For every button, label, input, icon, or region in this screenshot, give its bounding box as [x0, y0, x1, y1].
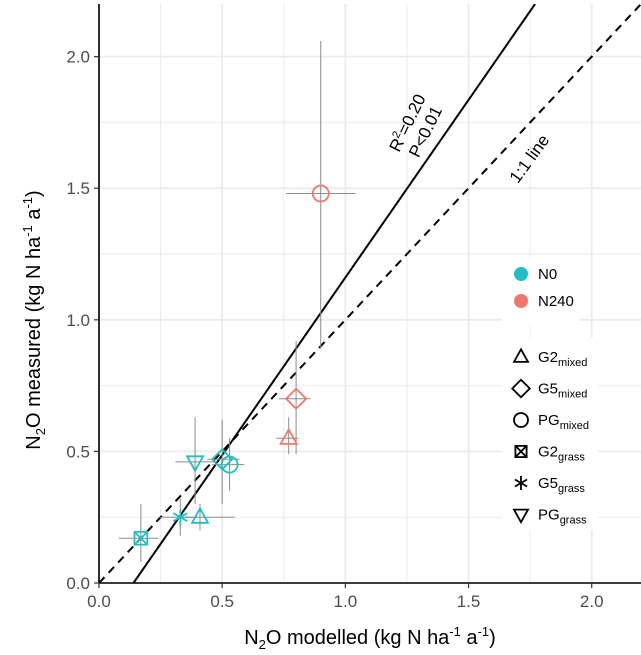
shape-legend-symbol-circle-shape	[513, 412, 529, 428]
shape-legend-label: G5grass	[538, 475, 585, 495]
shape-legend-symbol-asterisk-stroke-c	[514, 478, 528, 488]
y-axis-label: N2O measured (kg N ha-1 a-1)	[20, 190, 48, 449]
data-point-n0-triangle-up-shape	[190, 506, 210, 524]
data-point-n240-triangle-up-shape	[279, 427, 299, 445]
data-point-n0-triangle-down-shape	[185, 455, 205, 473]
shape-legend-label: G2grass	[538, 444, 585, 464]
data-point-n0-square-x-shape	[133, 530, 149, 546]
data-point-n0-asterisk	[172, 509, 188, 526]
color-legend-background	[502, 258, 580, 326]
shape-legend-symbol-triangle-down	[512, 508, 530, 525]
shape-legend-symbol-circle	[513, 412, 529, 428]
data-point-n240-circle-shape	[311, 184, 330, 203]
identity-line-label: 1:1 line	[506, 131, 554, 187]
shape-legend-label: PGgrass	[538, 507, 587, 527]
color-legend: N0 N240	[502, 258, 580, 326]
y-tick-label: 0.0	[66, 574, 90, 593]
data-point-n0-circle	[220, 455, 239, 474]
data-point-n240-triangle-up	[279, 427, 299, 445]
shape-legend-symbol-square-x-cross-b	[514, 445, 528, 458]
x-tick-label: 1.0	[334, 592, 358, 611]
data-point-n240-circle	[311, 184, 330, 203]
data-point-n0-circle-shape	[220, 455, 239, 474]
data-point-n0-square-x-cross-b	[133, 531, 148, 546]
data-point-n0-triangle-down	[185, 455, 205, 473]
x-tick-label: 0.5	[210, 592, 234, 611]
color-legend-label-n0: N0	[538, 266, 557, 283]
y-tick-label: 1.5	[66, 179, 90, 198]
shape-legend-symbol-square-x	[514, 444, 528, 458]
y-tick-label: 0.5	[66, 442, 90, 461]
tick-labels: 0.0 0.5 1.0 1.5 2.0 0.0 0.5 1.0 1.5 2.0	[66, 48, 603, 611]
shape-legend-symbol-triangle-up	[512, 347, 530, 363]
color-legend-swatch-n0	[514, 267, 528, 281]
identity-line	[99, 4, 641, 583]
regression-annotation: R2=0.20 P<0.01	[386, 91, 446, 160]
x-tick-label: 0.0	[87, 592, 111, 611]
data-point-n0-asterisk-stroke-c	[172, 512, 188, 522]
shape-legend-symbol-triangle-down-shape	[512, 508, 530, 525]
error-bars	[118, 40, 356, 562]
color-legend-swatch-n240	[514, 294, 528, 308]
shape-legend-label: G5mixed	[538, 381, 587, 401]
shape-legend-symbol-diamond-shape	[510, 378, 532, 399]
data-point-n240-diamond	[284, 387, 308, 411]
y-tick-label: 2.0	[66, 48, 90, 67]
axes	[98, 4, 641, 584]
x-axis-label: N2O modelled (kg N ha-1 a-1)	[244, 624, 496, 652]
x-tick-label: 2.0	[580, 592, 604, 611]
data-point-n0-square-x	[133, 530, 149, 546]
shape-legend-symbol-square-x-shape	[514, 444, 528, 458]
x-tick-label: 1.5	[457, 592, 481, 611]
reference-lines	[99, 4, 641, 583]
shape-legend-symbol-asterisk	[514, 476, 528, 490]
shape-legend-background	[502, 338, 598, 530]
y-tick-label: 1.0	[66, 311, 90, 330]
regression-line	[132, 4, 536, 583]
data-points	[133, 184, 330, 546]
shape-legend-label: PGmixed	[538, 412, 589, 432]
data-point-n0-triangle-up	[190, 506, 210, 524]
shape-legend-symbol-diamond	[510, 378, 532, 399]
shape-legend-label: G2mixed	[538, 349, 587, 369]
shape-legend: G2mixed G5mixed PGmixed G2grass G5grass PGgra…	[502, 338, 598, 530]
shape-legend-symbol-triangle-up-shape	[512, 347, 530, 363]
data-point-n240-diamond-shape	[284, 387, 308, 411]
color-legend-label-n240: N240	[538, 293, 574, 310]
